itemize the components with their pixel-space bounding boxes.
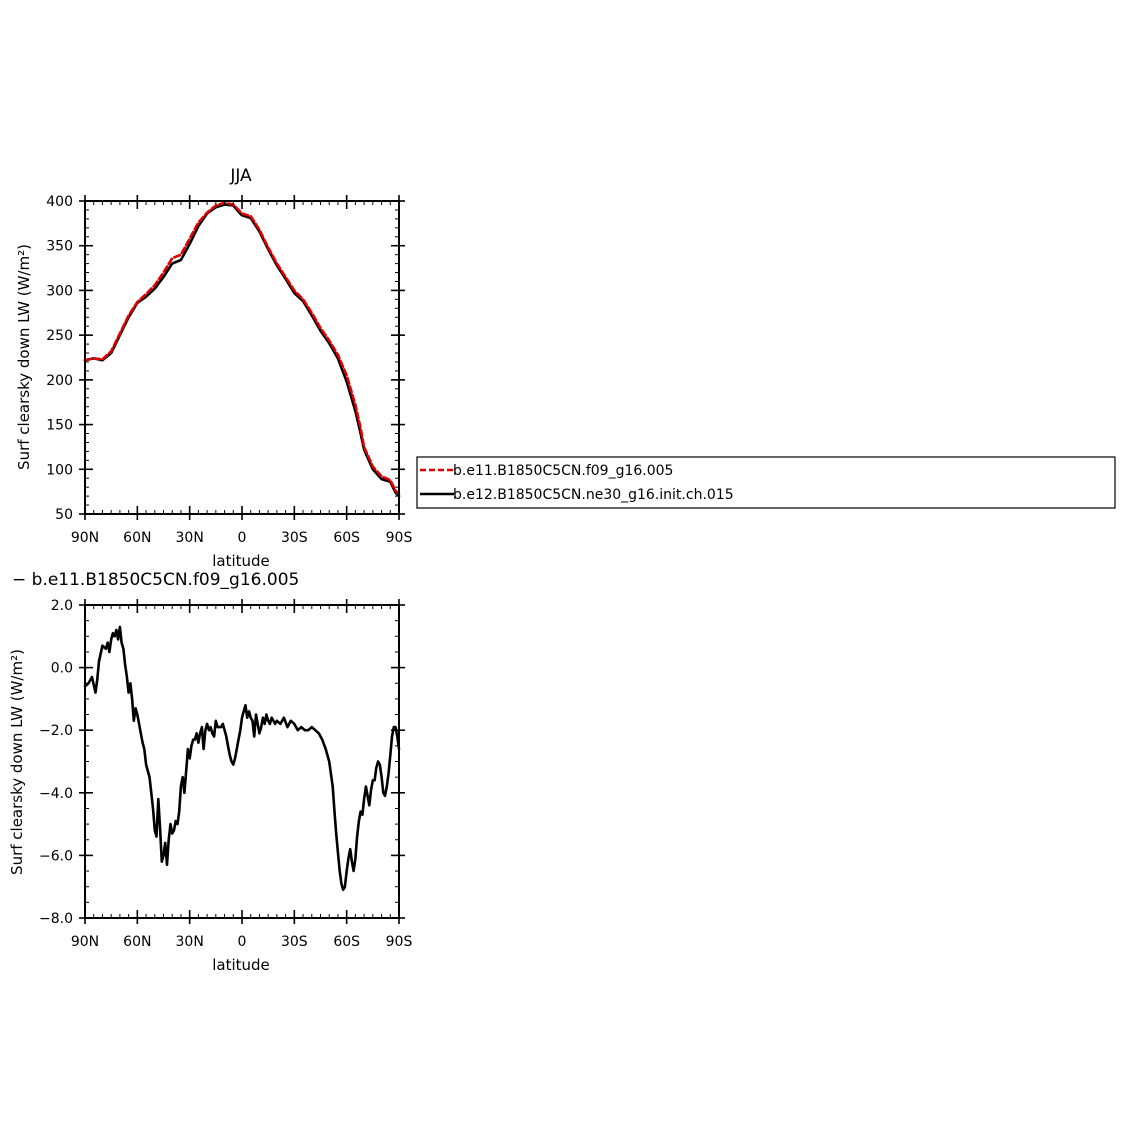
top-panel: JJA 50 100 150 200 250 300 350 400 90N 60N 30N 0 30S… xyxy=(15,166,412,570)
bottom-y-tick-label: 2.0 xyxy=(51,598,73,614)
bottom-y-tick-label: −8.0 xyxy=(39,911,73,927)
bottom-x-tick-label: 60N xyxy=(123,934,151,950)
top-y-tick-label: 100 xyxy=(46,462,73,478)
legend-box xyxy=(416,456,1116,509)
bottom-x-tick-label: 0 xyxy=(238,934,247,950)
top-x-tick-label: 90S xyxy=(386,530,413,546)
top-x-tick-label: 60S xyxy=(333,530,360,546)
top-x-tick-label: 30S xyxy=(281,530,308,546)
bottom-x-tick-label: 60S xyxy=(333,934,360,950)
bottom-axes: −8.0 −6.0 −4.0 −2.0 0.0 2.0 90N 60N 30N 0 30S 60S 90… xyxy=(39,598,412,950)
top-y-tick-label: 400 xyxy=(46,194,73,210)
top-chart-title: JJA xyxy=(229,166,252,186)
top-x-tick-label: 30N xyxy=(176,530,204,546)
top-x-tick-label: 90N xyxy=(71,530,99,546)
bottom-y-axis-label: Surf clearsky down LW (W/m²) xyxy=(8,649,26,875)
top-y-tick-label: 300 xyxy=(46,283,73,299)
top-y-tick-label: 50 xyxy=(55,507,73,523)
top-y-tick-label: 250 xyxy=(46,328,73,344)
bottom-y-tick-label: 0.0 xyxy=(51,661,73,677)
top-series-line-1 xyxy=(83,203,401,498)
legend-label-model-b: b.e12.B1850C5CN.ne30_g16.init.ch.015 xyxy=(453,487,734,503)
top-x-tick-label: 0 xyxy=(238,530,247,546)
legend: b.e11.B1850C5CN.f09_g16.005 b.e12.B1850C… xyxy=(416,456,1116,509)
bottom-y-tick-label: −6.0 xyxy=(39,848,73,864)
legend-label-model-a: b.e11.B1850C5CN.f09_g16.005 xyxy=(453,463,673,479)
top-y-tick-label: 200 xyxy=(46,373,73,389)
bottom-curves xyxy=(83,625,401,892)
bottom-y-tick-label: −4.0 xyxy=(39,786,73,802)
bottom-panel: − b.e11.B1850C5CN.f09_g16.005 −8.0 −6.0 −4… xyxy=(8,570,412,974)
bottom-x-tick-label: 90S xyxy=(386,934,413,950)
bottom-x-tick-label: 30N xyxy=(176,934,204,950)
top-curves xyxy=(83,201,401,498)
bottom-x-tick-label: 30S xyxy=(281,934,308,950)
top-axes: 50 100 150 200 250 300 350 400 90N 60N 30N 0 30S 60S 9… xyxy=(46,194,412,546)
top-y-tick-label: 350 xyxy=(46,239,73,255)
top-x-tick-label: 60N xyxy=(123,530,151,546)
top-plot-frame xyxy=(84,200,400,515)
top-series-line-0 xyxy=(83,201,401,496)
bottom-y-tick-label: −2.0 xyxy=(39,723,73,739)
top-y-axis-label: Surf clearsky down LW (W/m²) xyxy=(15,244,33,470)
bottom-series-line-0 xyxy=(83,625,401,892)
bottom-x-axis-label: latitude xyxy=(212,956,270,974)
bottom-chart-title: − b.e11.B1850C5CN.f09_g16.005 xyxy=(12,570,299,590)
bottom-plot-frame xyxy=(84,604,400,919)
bottom-x-tick-label: 90N xyxy=(71,934,99,950)
top-y-tick-label: 150 xyxy=(46,418,73,434)
top-x-axis-label: latitude xyxy=(212,552,270,570)
